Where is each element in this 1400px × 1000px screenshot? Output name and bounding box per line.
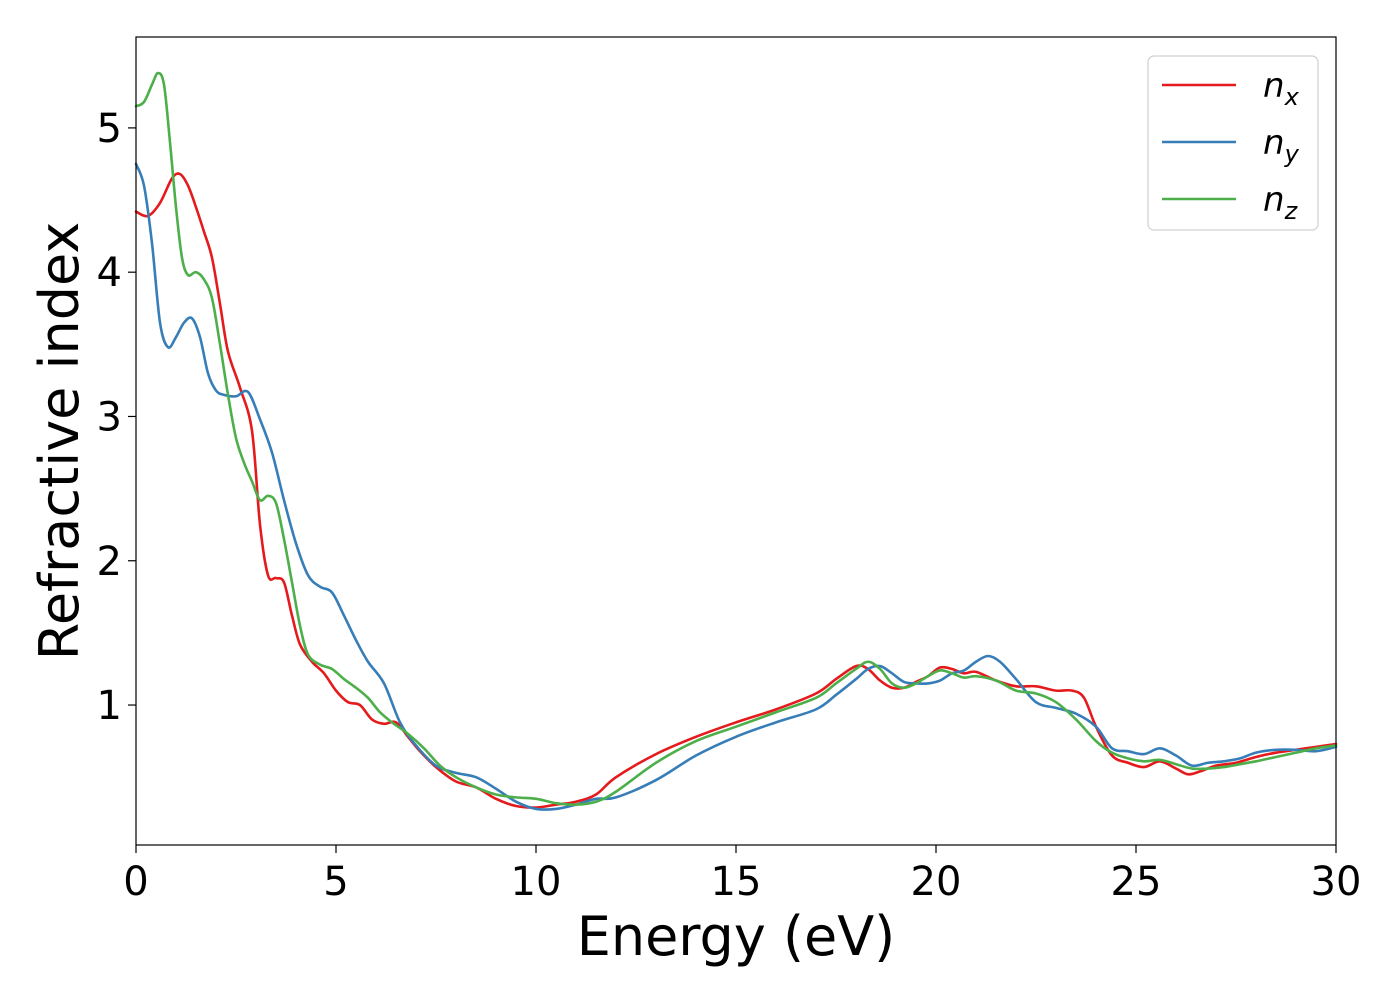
y-tick-label: 4: [97, 250, 122, 296]
x-tick-label: 5: [323, 859, 348, 905]
x-tick-label: 15: [711, 859, 762, 905]
series-line-nz: [134, 71, 1338, 806]
series-line-nx: [134, 172, 1338, 809]
x-axis-label: Energy (eV): [577, 905, 896, 968]
x-tick-label: 20: [911, 859, 962, 905]
y-tick-label: 5: [97, 106, 122, 152]
y-axis-ticks: 1 2 3 4 5: [97, 106, 136, 729]
x-tick-label: 10: [511, 859, 562, 905]
series-lines: [134, 71, 1338, 811]
y-axis-label: Refractive index: [28, 222, 91, 661]
y-tick-label: 1: [97, 683, 122, 729]
y-tick-label: 2: [97, 539, 122, 585]
x-tick-label: 0: [123, 859, 148, 905]
plot-background: [136, 37, 1336, 845]
x-axis-ticks: 0 5 10 15 20 25 30: [123, 845, 1361, 905]
x-tick-label: 25: [1111, 859, 1162, 905]
x-tick-label: 30: [1311, 859, 1362, 905]
series-line-ny: [134, 162, 1338, 811]
y-tick-label: 3: [97, 394, 122, 440]
